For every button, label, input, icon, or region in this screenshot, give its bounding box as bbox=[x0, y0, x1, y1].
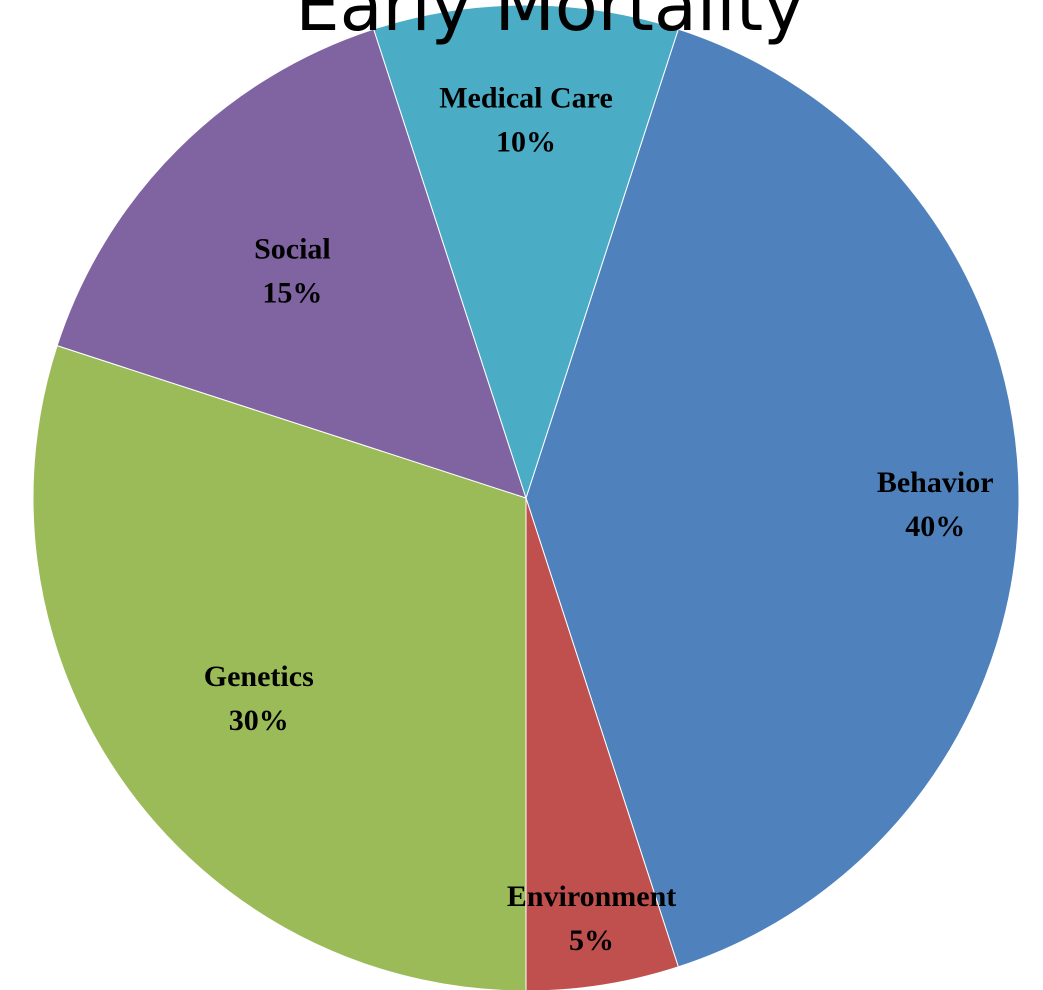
slice-label-medical-care: Medical Care bbox=[439, 81, 613, 114]
slice-label-social: Social bbox=[254, 232, 331, 265]
pie-slice-behavior bbox=[525, 28, 1020, 968]
slice-label-behavior: Behavior bbox=[877, 466, 994, 499]
slice-value-environment: 5% bbox=[569, 924, 614, 957]
slice-label-genetics: Genetics bbox=[204, 660, 314, 693]
pie-slice-medical-care bbox=[373, 4, 679, 500]
pie-slice-genetics bbox=[32, 345, 527, 990]
slice-value-medical-care: 10% bbox=[496, 125, 556, 158]
slice-label-environment: Environment bbox=[507, 880, 676, 913]
slice-value-social: 15% bbox=[262, 276, 322, 309]
slice-value-genetics: 30% bbox=[229, 704, 289, 737]
pie-slices bbox=[32, 4, 1020, 990]
pie-slice-labels: Behavior 40% Environment 5% Genetics 30% Socia… bbox=[204, 81, 994, 956]
slice-value-behavior: 40% bbox=[905, 510, 965, 543]
pie-slice-social bbox=[56, 28, 527, 499]
chart-title: Early Mortality bbox=[295, 0, 804, 47]
pie-slice-environment bbox=[525, 497, 679, 990]
